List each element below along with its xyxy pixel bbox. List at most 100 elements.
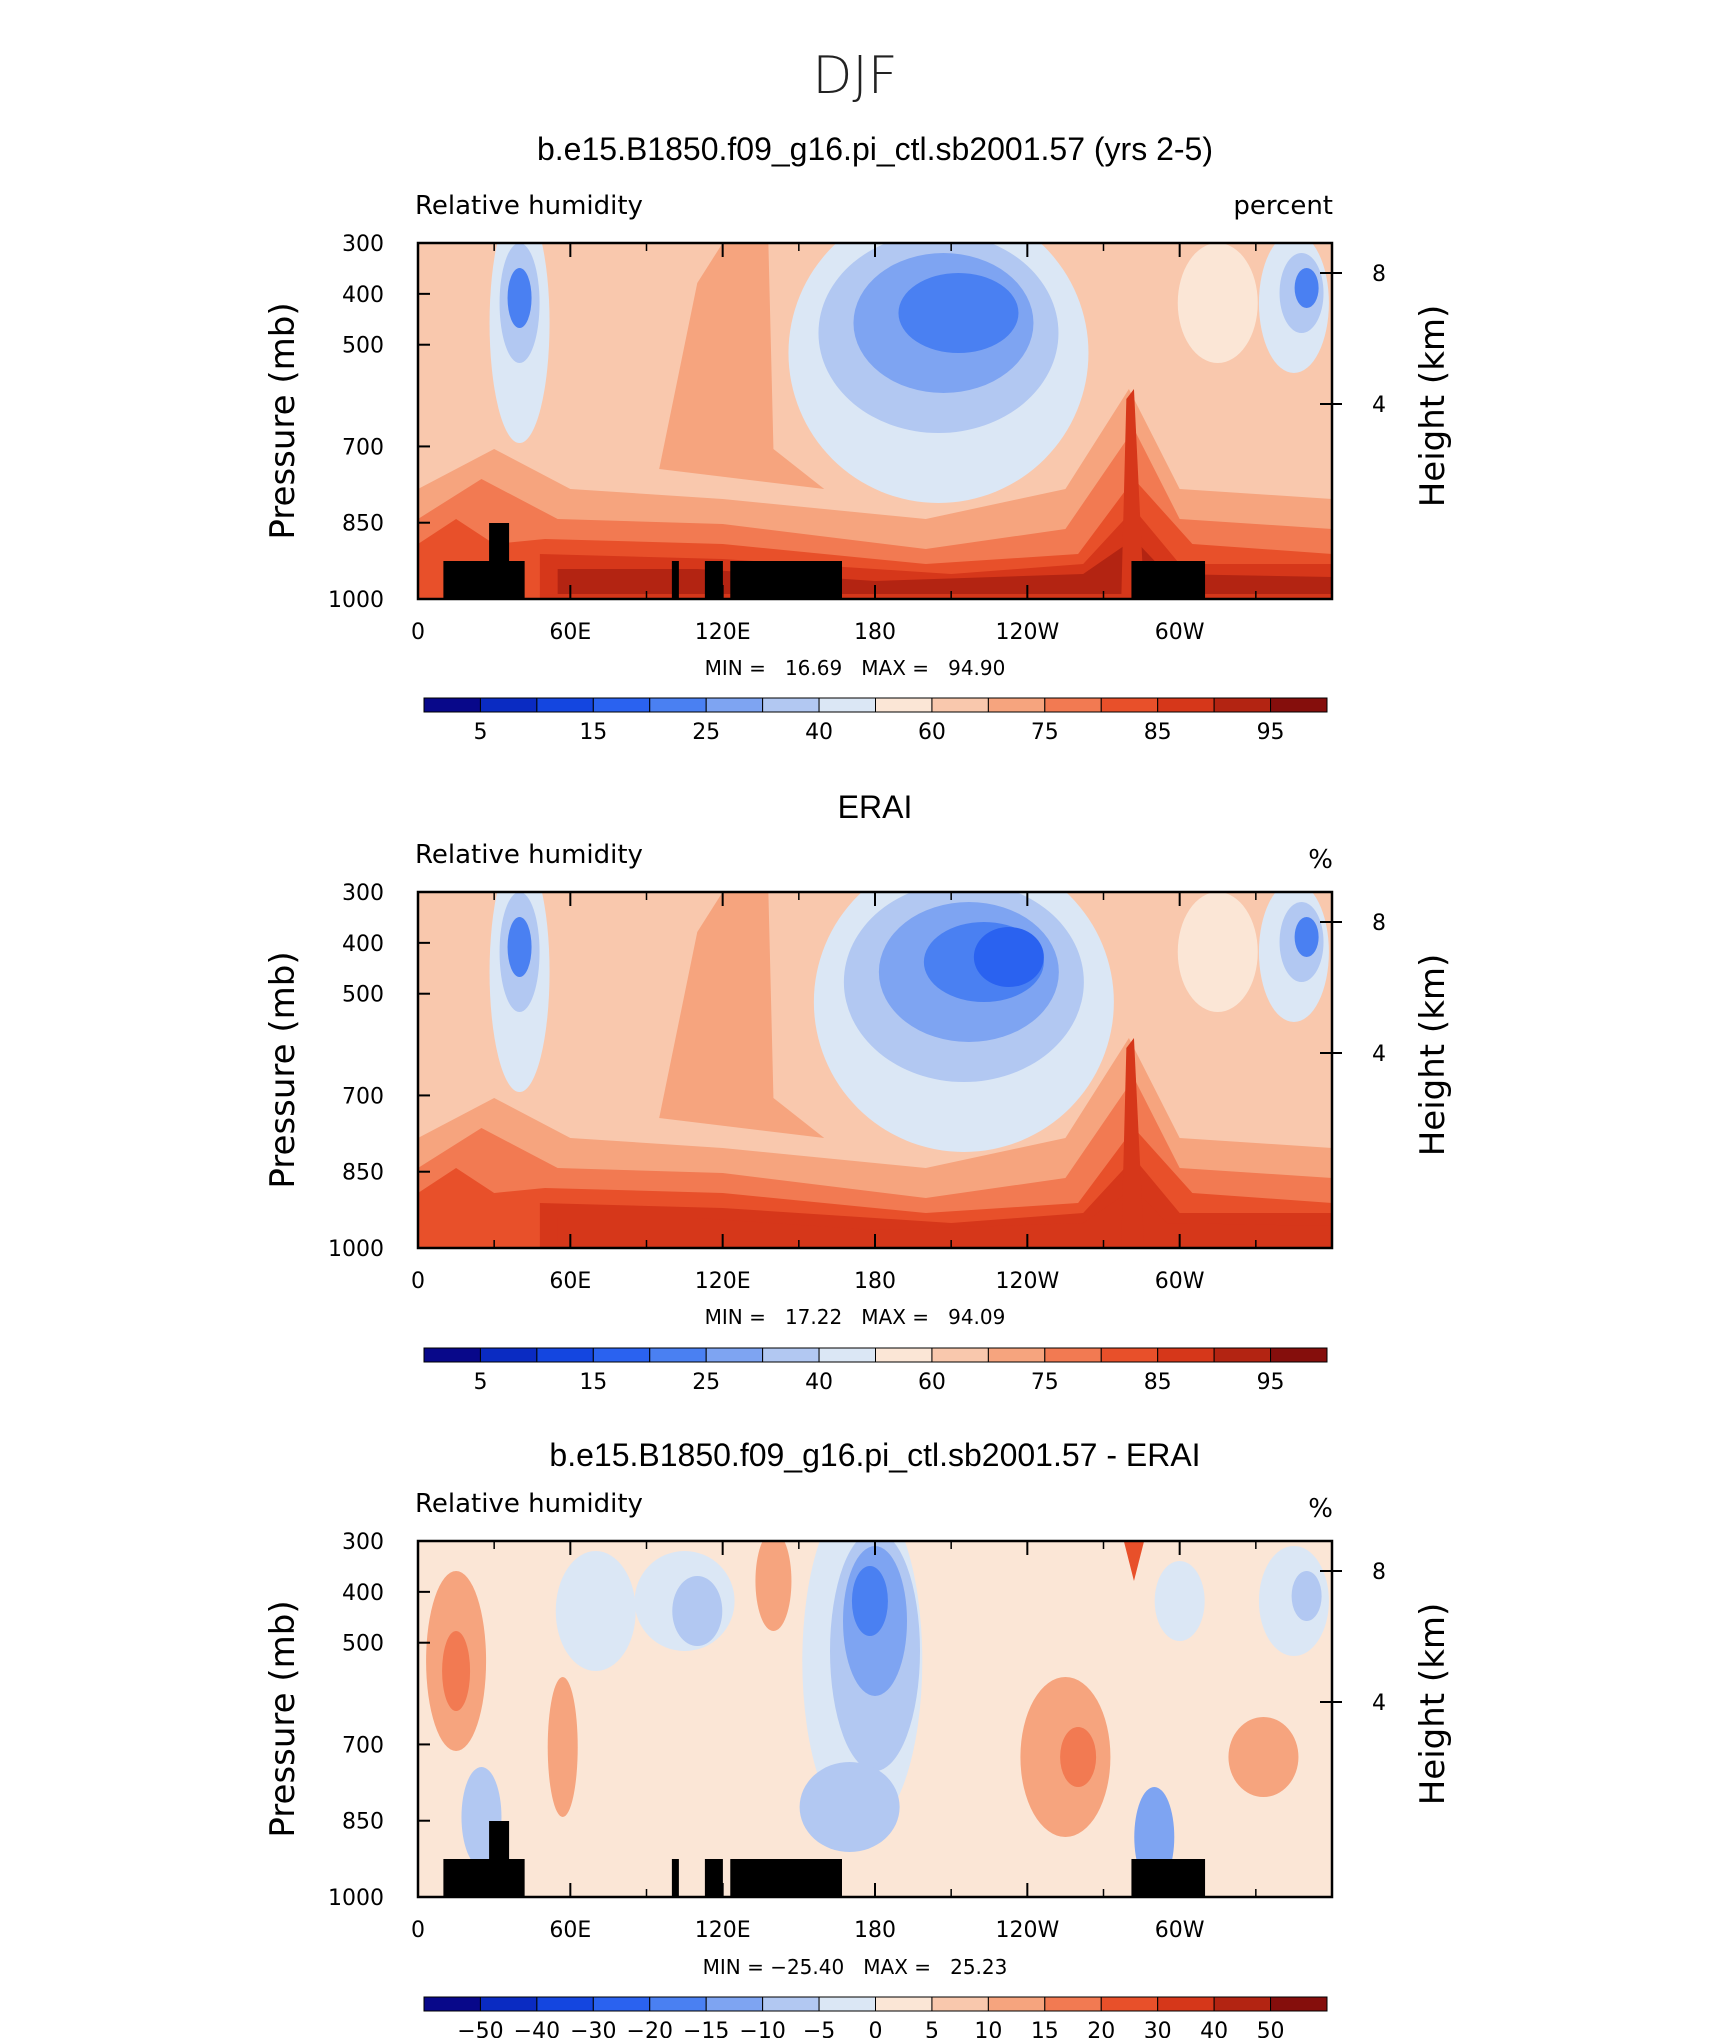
contour-region xyxy=(1060,1727,1097,1787)
colorbar-swatch xyxy=(875,1996,933,2012)
colorbar-label: −10 xyxy=(739,2019,785,2038)
colorbar-label: −20 xyxy=(627,2019,673,2038)
x-tick-label: 60E xyxy=(549,620,591,645)
topography-mask xyxy=(443,561,525,599)
colorbar-swatch xyxy=(818,697,876,713)
colorbar-swatch xyxy=(592,1996,651,2012)
colorbar-swatch xyxy=(987,697,1046,713)
y-tick-label: 400 xyxy=(342,932,384,957)
colorbar-swatch xyxy=(875,1347,933,1363)
contour-region xyxy=(799,1762,900,1852)
colorbar-swatch xyxy=(1100,1347,1159,1363)
colorbar-swatch xyxy=(536,1996,594,2012)
y-axis-label: Pressure (mb) xyxy=(263,1600,303,1837)
colorbar-label: 75 xyxy=(1031,720,1059,745)
colorbar-label: 85 xyxy=(1144,1370,1172,1395)
colorbar-swatch xyxy=(1044,1996,1102,2012)
colorbar-label: 5 xyxy=(473,1370,487,1395)
colorbar-label: 95 xyxy=(1257,720,1285,745)
colorbar-label: 40 xyxy=(805,720,833,745)
colorbar-label: 15 xyxy=(579,1370,607,1395)
colorbar-label: 95 xyxy=(1257,1370,1285,1395)
colorbar-swatch xyxy=(1044,1347,1102,1363)
contour-region xyxy=(1154,1561,1205,1641)
stats-text: MIN = −25.40 MAX = 25.23 xyxy=(703,1955,1008,1979)
colorbar-label: −40 xyxy=(514,2019,560,2038)
colorbar-swatch xyxy=(1100,1996,1159,2012)
y-right-axis-label: Height (km) xyxy=(1413,954,1453,1157)
colorbar-swatch xyxy=(479,1996,538,2012)
topography-mask xyxy=(730,1859,842,1897)
x-tick-label: 180 xyxy=(854,1269,896,1294)
contour-region xyxy=(973,927,1044,987)
x-tick-label: 120W xyxy=(995,620,1059,645)
colorbar-swatch xyxy=(1213,1347,1272,1363)
colorbar-label: 5 xyxy=(473,720,487,745)
colorbar-swatch xyxy=(1157,1996,1215,2012)
colorbar-label: −50 xyxy=(457,2019,503,2038)
colorbar-label: 25 xyxy=(692,1370,720,1395)
height-tick-label: 8 xyxy=(1372,1560,1386,1585)
colorbar-swatch xyxy=(1100,697,1159,713)
colorbar-swatch xyxy=(1157,1347,1215,1363)
contour-fields xyxy=(418,243,1332,599)
colorbar-label: 25 xyxy=(692,720,720,745)
topography-mask xyxy=(671,1859,679,1897)
y-tick-label: 700 xyxy=(342,1733,384,1758)
colorbar-swatch xyxy=(762,697,820,713)
y-axis-label: Pressure (mb) xyxy=(263,951,303,1188)
colorbar-swatch xyxy=(1270,1996,1328,2012)
colorbar-swatch xyxy=(762,1996,820,2012)
colorbar-swatch xyxy=(705,1347,764,1363)
colorbar-label: 75 xyxy=(1031,1370,1059,1395)
colorbar-label: −15 xyxy=(683,2019,729,2038)
colorbar-swatch xyxy=(705,697,764,713)
contour-fields xyxy=(418,892,1332,1248)
x-tick-label: 60W xyxy=(1155,620,1205,645)
colorbar-swatch xyxy=(592,697,651,713)
colorbar-label: 20 xyxy=(1087,2019,1115,2038)
colorbar-swatch xyxy=(1044,697,1102,713)
y-tick-label: 1000 xyxy=(328,1886,384,1911)
height-tick-label: 4 xyxy=(1372,393,1386,418)
x-tick-label: 60W xyxy=(1155,1918,1205,1943)
contour-region xyxy=(1121,1038,1145,1248)
y-tick-label: 700 xyxy=(342,435,384,460)
y-tick-label: 700 xyxy=(342,1084,384,1109)
contour-region xyxy=(1177,892,1258,1012)
variable-label: Relative humidity xyxy=(415,840,643,870)
colorbar-swatch xyxy=(705,1996,764,2012)
topography-mask xyxy=(1131,1859,1206,1897)
colorbar: −50 −40 −30 −20 −15 −10 −5 0 5 10 15 20 30 40 50 xyxy=(423,1996,1328,2038)
topography-mask xyxy=(671,561,679,599)
height-tick-label: 8 xyxy=(1372,911,1386,936)
colorbar: 5 15 25 40 60 75 85 95 xyxy=(423,1347,1328,1395)
colorbar-label: 60 xyxy=(918,1370,946,1395)
contour-region xyxy=(898,273,1019,353)
colorbar-swatch xyxy=(479,697,538,713)
stats-text: MIN = 17.22 MAX = 94.09 xyxy=(705,1305,1006,1329)
y-tick-label: 500 xyxy=(342,983,384,1008)
colorbar-swatch xyxy=(423,1996,481,2012)
panel-erai: ERAI Relative humidity % 300400500700850… xyxy=(263,789,1453,1395)
x-tick-label: 0 xyxy=(411,1269,425,1294)
height-tick-label: 4 xyxy=(1372,1042,1386,1067)
contour-plot: 300 400 500 700 850 1000 8 4 0 60E 120E 180 120W 60W P… xyxy=(263,1530,1453,1943)
colorbar-label: 60 xyxy=(918,720,946,745)
x-tick-label: 180 xyxy=(854,620,896,645)
units-label: percent xyxy=(1233,191,1333,221)
y-tick-label: 850 xyxy=(342,1161,384,1186)
contour-plot: 300 400 500 700 850 1000 8 4 0 60E 120E 180 120W 60W P… xyxy=(263,881,1453,1294)
colorbar-swatch xyxy=(423,1347,481,1363)
y-tick-label: 400 xyxy=(342,283,384,308)
colorbar-swatch xyxy=(818,1347,876,1363)
colorbar-swatch xyxy=(931,1996,989,2012)
x-tick-label: 60E xyxy=(549,1918,591,1943)
height-tick-label: 4 xyxy=(1372,1691,1386,1716)
colorbar-swatch xyxy=(875,697,933,713)
units-label: % xyxy=(1308,845,1333,875)
contour-region xyxy=(1123,1541,1145,1581)
y-tick-label: 400 xyxy=(342,1581,384,1606)
y-tick-label: 500 xyxy=(342,1632,384,1657)
